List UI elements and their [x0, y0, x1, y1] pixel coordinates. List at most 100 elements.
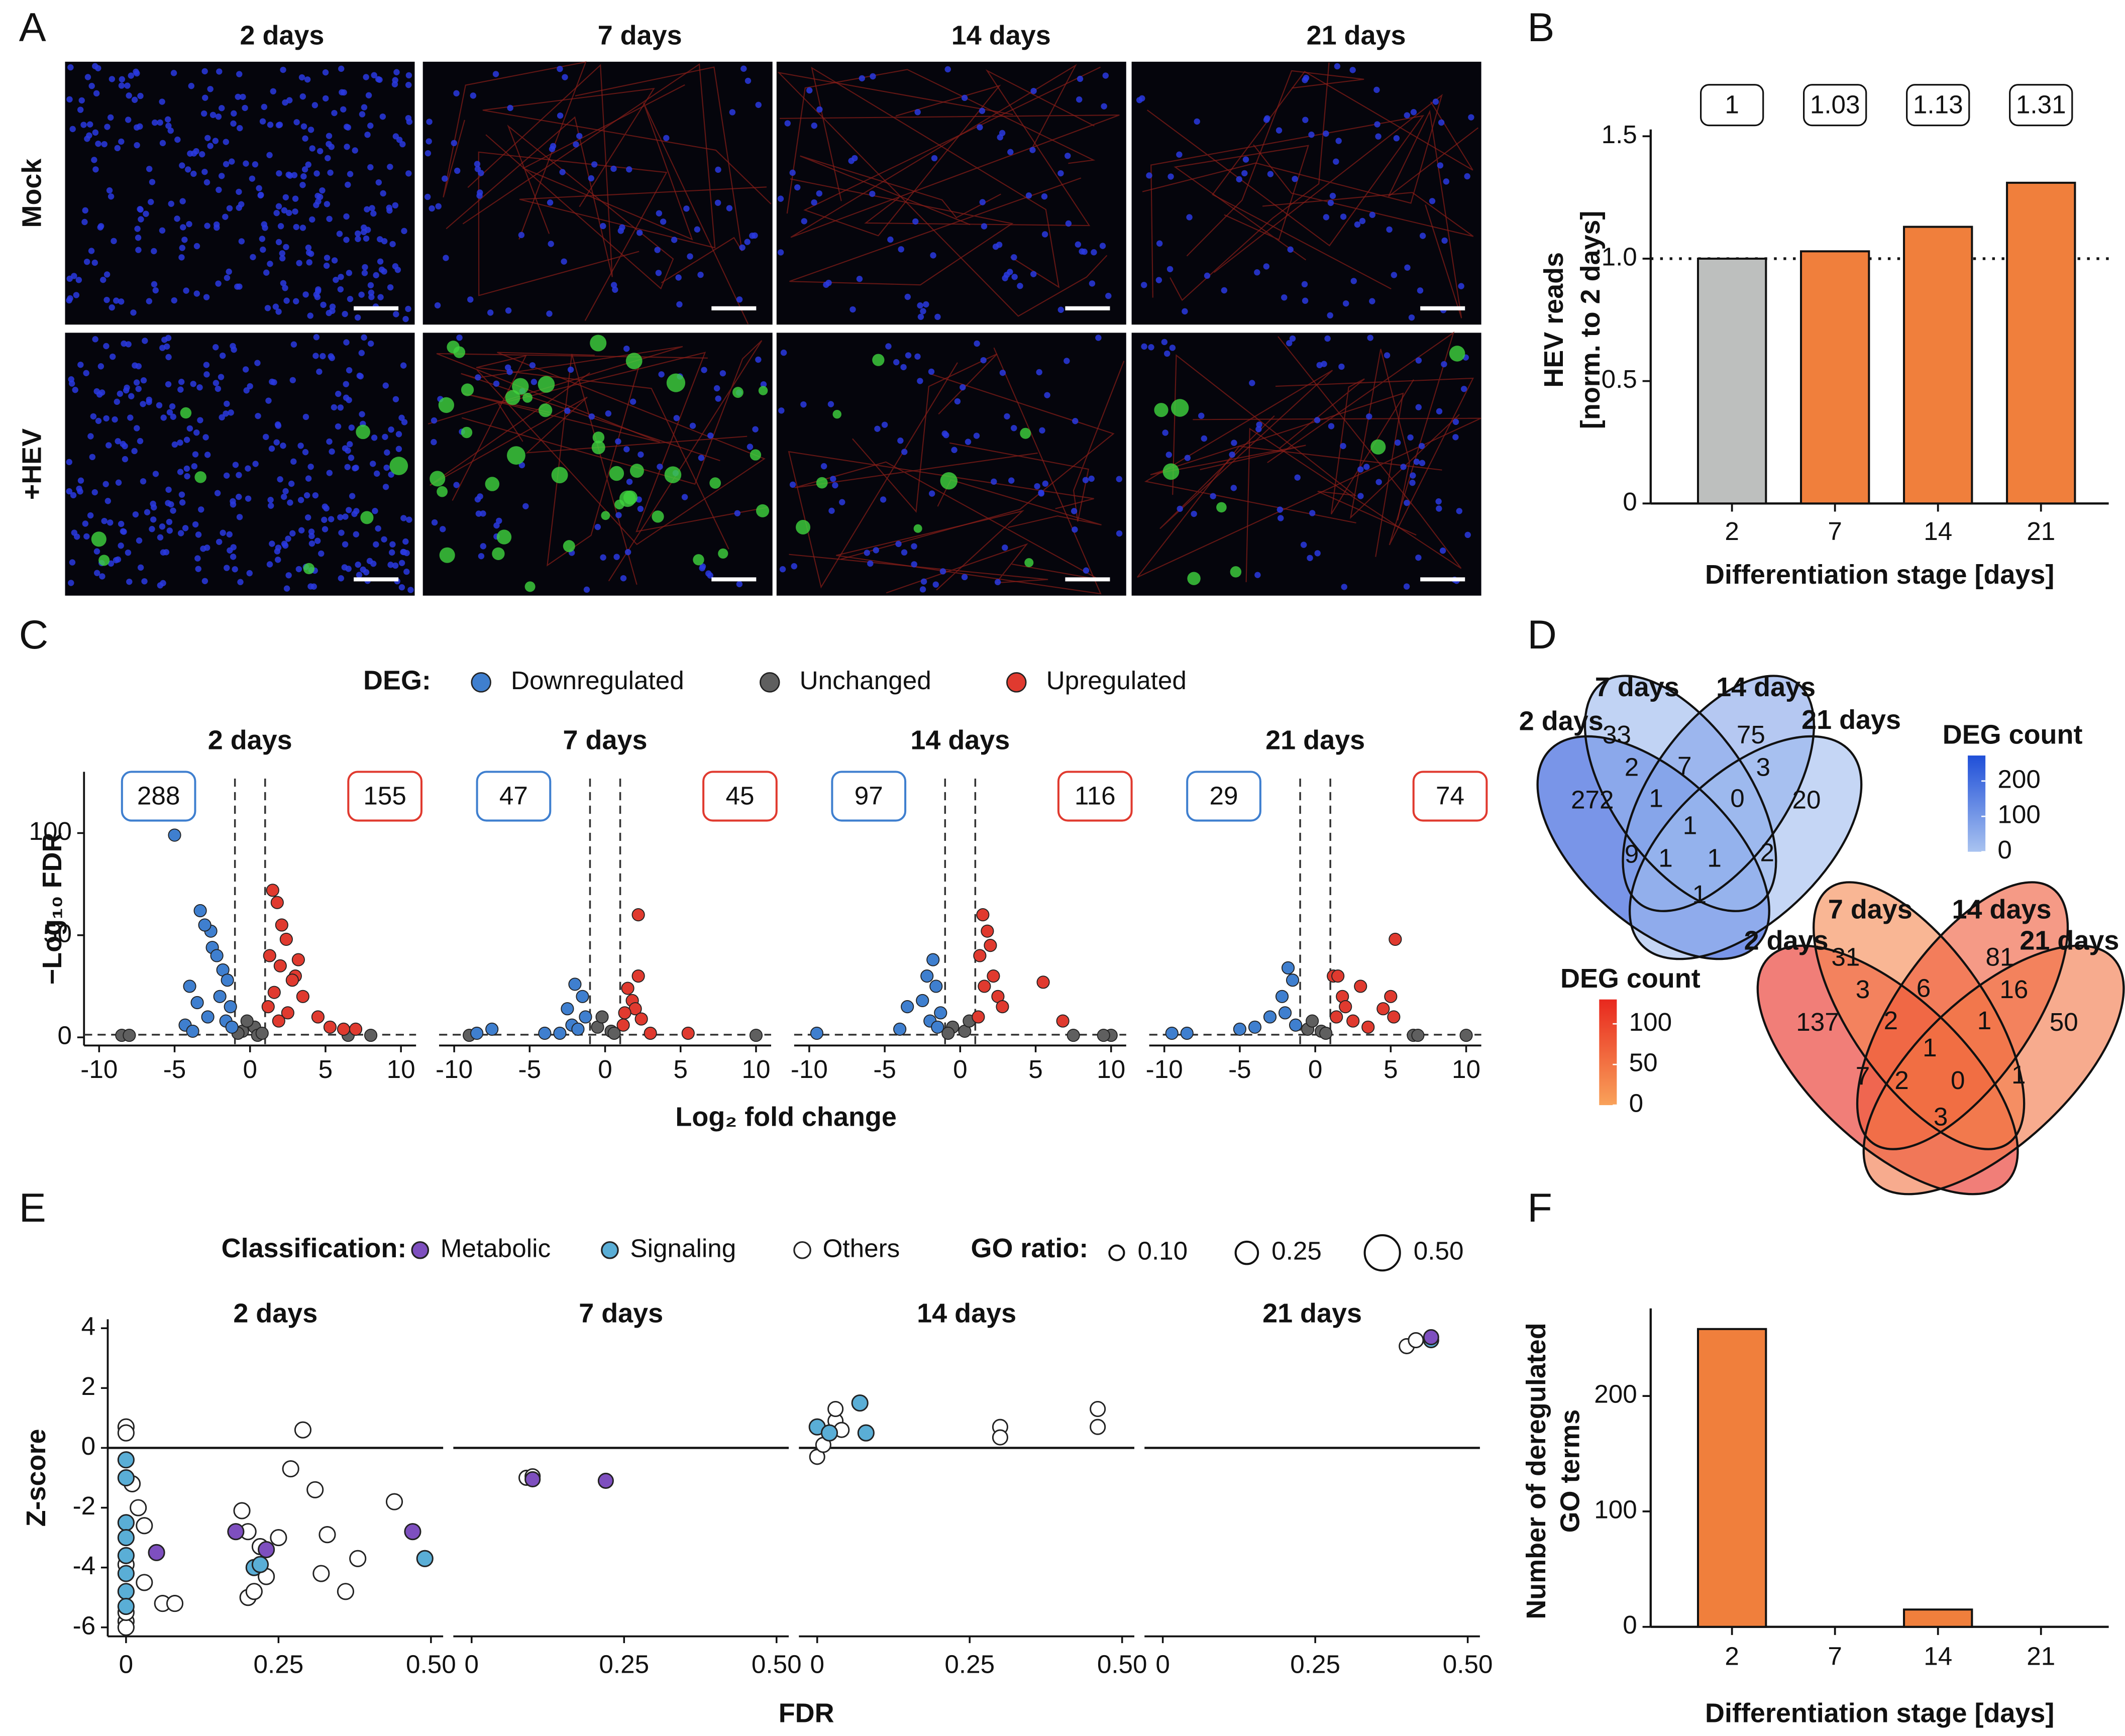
nucleus — [323, 95, 329, 102]
nucleus — [1342, 300, 1349, 307]
nucleus — [146, 298, 153, 304]
size-legend-title: GO ratio: — [971, 1233, 1089, 1263]
nucleus — [209, 112, 217, 119]
nucleus — [1039, 427, 1045, 434]
legend-label: Metabolic — [441, 1234, 551, 1262]
x-tick-label: 5 — [1384, 1055, 1398, 1083]
count-label: 155 — [363, 781, 406, 810]
nucleus — [1177, 505, 1183, 512]
x-tick-label: 0 — [1308, 1055, 1323, 1083]
y-tick-label: 0 — [81, 1432, 96, 1460]
nucleus — [360, 566, 366, 573]
nucleus — [885, 343, 892, 350]
nucleus — [1017, 283, 1023, 289]
nucleus — [157, 582, 164, 589]
nucleus — [144, 509, 151, 515]
data-point — [168, 828, 181, 842]
nucleus — [88, 82, 95, 89]
nucleus — [309, 216, 315, 223]
region-count: 9 — [1625, 839, 1639, 868]
value-box — [1906, 84, 1970, 127]
nucleus — [1437, 162, 1444, 169]
nucleus — [1071, 508, 1078, 514]
nucleus — [372, 508, 378, 514]
nucleus — [382, 382, 389, 389]
size-legend-label: 0.10 — [1137, 1237, 1188, 1265]
neurite — [436, 353, 708, 443]
nucleus — [73, 292, 80, 298]
data-point — [210, 949, 224, 962]
nucleus — [272, 303, 279, 310]
nucleus — [66, 96, 73, 103]
y-tick-label: 200 — [1594, 1380, 1637, 1408]
nucleus — [371, 72, 377, 78]
nucleus — [165, 123, 172, 129]
nucleus — [1064, 358, 1070, 364]
nucleus — [219, 104, 225, 112]
nucleus — [719, 370, 726, 377]
nucleus — [1075, 241, 1082, 248]
micrograph-background — [776, 333, 1126, 596]
nucleus — [529, 362, 536, 369]
data-point — [976, 908, 990, 922]
count-label: 74 — [1436, 781, 1464, 810]
nucleus — [347, 296, 354, 302]
nucleus — [82, 207, 88, 214]
nucleus — [214, 221, 220, 228]
data-point — [273, 959, 287, 972]
nucleus — [1155, 277, 1162, 283]
nucleus — [389, 241, 396, 248]
count-label: 97 — [855, 781, 883, 810]
nucleus — [301, 166, 308, 173]
nucleus — [623, 446, 630, 453]
nucleus — [1004, 413, 1010, 420]
infected-cell — [507, 446, 525, 465]
data-point — [291, 953, 305, 966]
nucleus — [91, 259, 98, 266]
neurite — [575, 66, 743, 284]
nucleus — [1095, 335, 1102, 341]
nucleus — [994, 579, 1001, 586]
nucleus — [243, 387, 250, 394]
nucleus — [82, 520, 89, 527]
data-point — [996, 1000, 1009, 1014]
nucleus — [313, 202, 320, 208]
nucleus — [87, 433, 94, 440]
y-axis-label: GO terms — [1555, 1409, 1585, 1533]
nucleus — [346, 397, 352, 403]
nucleus — [714, 199, 721, 206]
nucleus — [122, 456, 129, 463]
nucleus — [214, 490, 221, 496]
nucleus — [1335, 138, 1342, 144]
nucleus — [624, 549, 631, 556]
data-point — [1286, 973, 1300, 987]
size-legend-marker — [1234, 1240, 1259, 1265]
data-point — [294, 1421, 312, 1439]
nucleus — [1136, 97, 1143, 103]
nucleus — [78, 97, 85, 104]
nucleus — [151, 281, 158, 288]
nucleus — [429, 205, 435, 212]
nucleus — [305, 475, 312, 482]
count-label: 288 — [137, 781, 180, 810]
nucleus — [1407, 434, 1414, 441]
nucleus — [456, 334, 463, 341]
nucleus — [402, 315, 409, 322]
infected-cell — [356, 424, 370, 440]
nucleus — [286, 97, 293, 103]
nucleus — [395, 446, 402, 452]
x-axis-label: Differentiation stage [days] — [1705, 1698, 2054, 1728]
data-point — [631, 908, 645, 922]
nucleus — [151, 504, 157, 511]
nucleus — [1091, 249, 1097, 256]
nucleus — [1302, 77, 1308, 83]
infected-cell — [693, 554, 704, 566]
nucleus — [300, 173, 307, 180]
nucleus — [1350, 278, 1357, 284]
nucleus — [136, 537, 143, 544]
nucleus — [1116, 530, 1123, 537]
nucleus — [1366, 413, 1372, 420]
nucleus — [252, 161, 259, 168]
nucleus — [856, 276, 863, 282]
nucleus — [573, 141, 579, 148]
